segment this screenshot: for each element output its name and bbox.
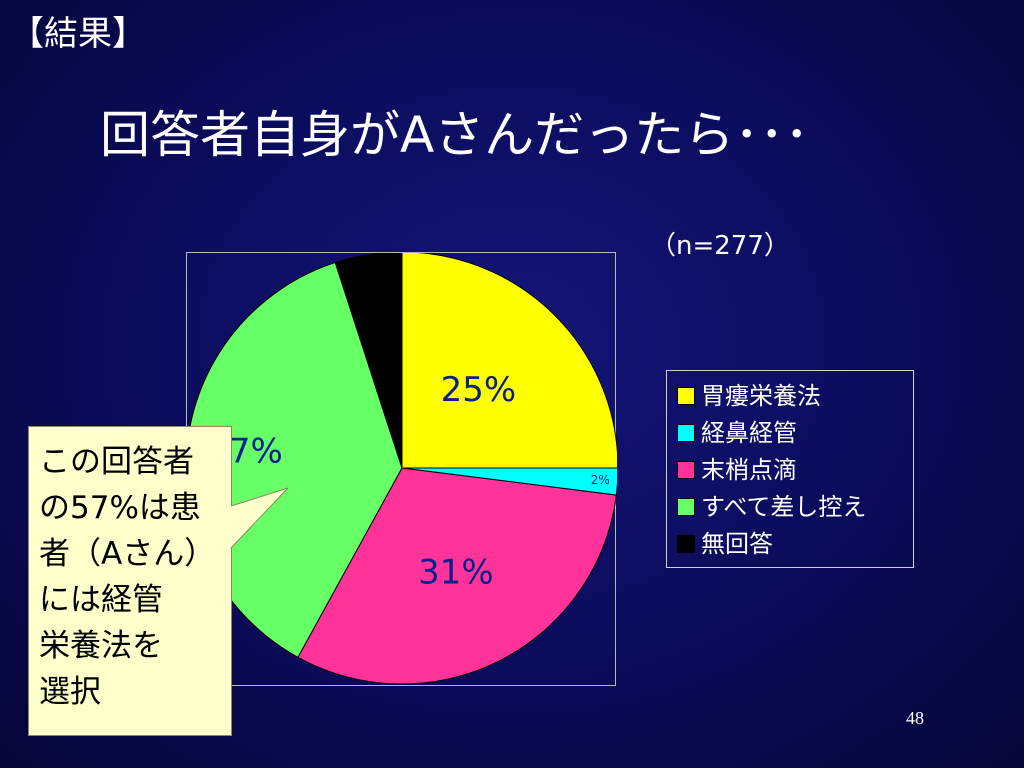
pie-label-nasal-tube: 2% bbox=[591, 473, 610, 487]
legend-swatch-nasal-tube bbox=[677, 423, 695, 442]
page-number: 48 bbox=[906, 708, 924, 728]
section-label: 【結果】 bbox=[10, 14, 146, 54]
legend-item-gastrostomy: 胃瘻栄養法 bbox=[677, 377, 913, 414]
legend-swatch-withhold-all bbox=[677, 497, 695, 516]
legend-item-no-answer: 無回答 bbox=[677, 525, 913, 562]
sample-size-note: （n=277） bbox=[650, 231, 790, 261]
legend-label-withhold-all: すべて差し控え bbox=[701, 492, 867, 521]
legend-swatch-no-answer bbox=[677, 534, 695, 553]
pie-label-peripheral-drip: 31% bbox=[418, 552, 494, 592]
pie-label-gastrostomy: 25% bbox=[441, 370, 517, 410]
legend-label-gastrostomy: 胃瘻栄養法 bbox=[701, 381, 821, 410]
legend-label-nasal-tube: 経鼻経管 bbox=[701, 418, 797, 447]
legend-swatch-gastrostomy bbox=[677, 386, 695, 405]
chart-plot-area: 25% 2% 31% 37% bbox=[186, 252, 617, 686]
chart-legend: 胃瘻栄養法 経鼻経管 末梢点滴 すべて差し控え 無回答 bbox=[666, 370, 914, 568]
pie-slice-withhold-all bbox=[187, 261, 403, 658]
legend-item-peripheral-drip: 末梢点滴 bbox=[677, 451, 913, 488]
pie-slice-peripheral-drip bbox=[297, 467, 617, 685]
legend-label-peripheral-drip: 末梢点滴 bbox=[701, 455, 797, 484]
slide-title: 回答者自身がAさんだったら･･･ bbox=[100, 106, 810, 164]
legend-label-no-answer: 無回答 bbox=[701, 529, 773, 558]
legend-item-withhold-all: すべて差し控え bbox=[677, 488, 913, 525]
pie-slice-no-answer bbox=[334, 253, 403, 469]
pie-chart: 25%2%31%37% bbox=[187, 253, 617, 685]
legend-item-nasal-tube: 経鼻経管 bbox=[677, 414, 913, 451]
pie-slice-gastrostomy bbox=[401, 253, 617, 469]
callout-note: この回答者 の57%は患 者（Aさん） には経管 栄養法を 選択 bbox=[28, 426, 232, 736]
legend-swatch-peripheral-drip bbox=[677, 460, 695, 479]
